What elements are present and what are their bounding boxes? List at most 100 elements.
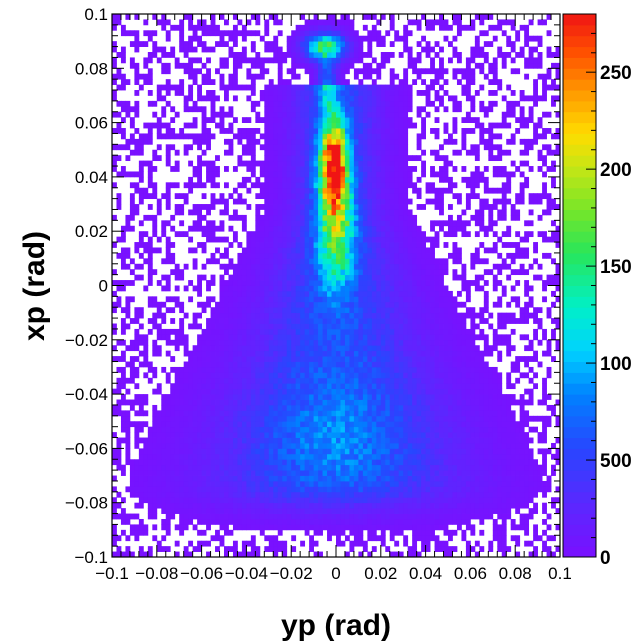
heatmap-cell bbox=[165, 84, 171, 91]
heatmap-cell bbox=[371, 106, 377, 113]
heatmap-cell bbox=[161, 410, 167, 417]
heatmap-cell bbox=[161, 399, 167, 406]
heatmap-cell bbox=[232, 307, 238, 314]
heatmap-cell bbox=[331, 312, 337, 319]
heatmap-cell bbox=[291, 204, 297, 210]
heatmap-cell bbox=[344, 133, 350, 140]
heatmap-cell bbox=[376, 35, 382, 42]
heatmap-cell bbox=[358, 214, 364, 221]
heatmap-cell bbox=[112, 404, 117, 411]
heatmap-cell bbox=[112, 497, 117, 504]
heatmap-cell bbox=[349, 133, 355, 140]
heatmap-cell bbox=[318, 290, 323, 297]
heatmap-cell bbox=[367, 236, 373, 243]
heatmap-cell bbox=[188, 236, 194, 243]
heatmap-cell bbox=[165, 280, 171, 286]
heatmap-cell bbox=[197, 209, 202, 216]
heatmap-cell bbox=[318, 339, 323, 346]
heatmap-cell bbox=[349, 415, 355, 422]
heatmap-cell bbox=[340, 193, 346, 200]
heatmap-cell bbox=[147, 502, 153, 509]
heatmap-cell bbox=[327, 160, 332, 167]
heatmap-cell bbox=[188, 518, 194, 525]
heatmap-cell bbox=[120, 231, 126, 238]
heatmap-cell bbox=[210, 296, 216, 303]
heatmap-cell bbox=[286, 464, 292, 471]
heatmap-cell bbox=[206, 160, 211, 167]
heatmap-cell bbox=[367, 432, 373, 438]
heatmap-cell bbox=[358, 263, 364, 270]
heatmap-cell bbox=[237, 269, 243, 276]
heatmap-cell bbox=[304, 128, 310, 134]
heatmap-cell bbox=[304, 204, 310, 210]
heatmap-cell bbox=[120, 133, 126, 140]
heatmap-cell bbox=[376, 160, 382, 167]
heatmap-cell bbox=[371, 193, 377, 200]
heatmap-cell bbox=[291, 453, 297, 460]
heatmap-cell bbox=[228, 464, 234, 471]
heatmap-cell bbox=[318, 155, 323, 162]
heatmap-cell bbox=[376, 491, 382, 498]
heatmap-cell bbox=[398, 399, 404, 406]
heatmap-cell bbox=[179, 518, 185, 525]
heatmap-cell bbox=[349, 198, 355, 205]
heatmap-cell bbox=[201, 106, 207, 113]
heatmap-cell bbox=[367, 318, 373, 324]
heatmap-cell bbox=[398, 187, 404, 194]
heatmap-cell bbox=[318, 437, 323, 444]
heatmap-cell bbox=[197, 155, 202, 162]
heatmap-cell bbox=[192, 421, 198, 428]
heatmap-cell bbox=[170, 328, 176, 335]
heatmap-cell bbox=[134, 334, 140, 341]
heatmap-cell bbox=[188, 410, 194, 417]
heatmap-cell bbox=[376, 464, 382, 471]
heatmap-cell bbox=[183, 524, 189, 531]
heatmap-cell bbox=[268, 214, 274, 221]
heatmap-cell bbox=[134, 312, 140, 319]
heatmap-cell bbox=[277, 383, 283, 390]
heatmap-cell bbox=[277, 79, 283, 85]
heatmap-cell bbox=[255, 470, 261, 476]
heatmap-cell bbox=[318, 415, 323, 422]
heatmap-cell bbox=[264, 242, 270, 248]
heatmap-cell bbox=[322, 361, 328, 368]
heatmap-cell bbox=[304, 247, 310, 254]
heatmap-cell bbox=[161, 426, 167, 433]
heatmap-cell bbox=[394, 166, 400, 172]
heatmap-cell bbox=[349, 307, 355, 314]
heatmap-cell bbox=[389, 117, 395, 123]
heatmap-cell bbox=[304, 231, 310, 238]
heatmap-cell bbox=[282, 122, 288, 129]
heatmap-cell bbox=[264, 160, 270, 167]
heatmap-cell bbox=[156, 84, 162, 91]
heatmap-cell bbox=[183, 95, 189, 102]
heatmap-cell bbox=[183, 415, 189, 422]
heatmap-cell bbox=[358, 508, 364, 514]
heatmap-cell bbox=[313, 339, 319, 346]
heatmap-cell bbox=[291, 176, 297, 183]
heatmap-cell bbox=[264, 497, 270, 504]
heatmap-cell bbox=[380, 394, 386, 400]
heatmap-cell bbox=[232, 388, 238, 395]
heatmap-cell bbox=[313, 394, 319, 400]
heatmap-cell bbox=[277, 187, 283, 194]
heatmap-cell bbox=[371, 546, 377, 552]
heatmap-cell bbox=[237, 62, 243, 69]
heatmap-cell bbox=[192, 383, 198, 390]
heatmap-cell bbox=[255, 366, 261, 373]
heatmap-cell bbox=[255, 30, 261, 37]
heatmap-cell bbox=[309, 388, 314, 395]
heatmap-cell bbox=[300, 269, 306, 276]
heatmap-cell bbox=[304, 502, 310, 509]
heatmap-cell bbox=[380, 480, 386, 487]
heatmap-cell bbox=[353, 437, 359, 444]
heatmap-cell bbox=[246, 252, 252, 259]
heatmap-cell bbox=[327, 209, 332, 216]
heatmap-cell bbox=[116, 502, 122, 509]
heatmap-cell bbox=[295, 52, 301, 58]
heatmap-cell bbox=[353, 41, 359, 47]
heatmap-cell bbox=[327, 46, 332, 53]
heatmap-cell bbox=[273, 46, 279, 53]
heatmap-cell bbox=[255, 176, 261, 183]
heatmap-cell bbox=[224, 372, 229, 379]
